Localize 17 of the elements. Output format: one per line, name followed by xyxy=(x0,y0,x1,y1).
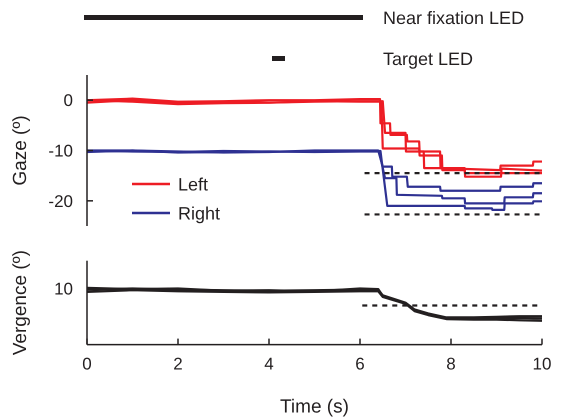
x-tick-label: 8 xyxy=(446,354,456,374)
y-tick-label: -20 xyxy=(48,192,73,211)
x-axis-title: Time (s) xyxy=(280,396,349,418)
x-tick-label: 6 xyxy=(355,354,365,374)
legend-label: Right xyxy=(178,203,220,224)
text: 10 xyxy=(54,280,73,299)
y-axis-title: Vergence (º) xyxy=(10,250,31,356)
y-tick-label: 0 xyxy=(64,91,73,110)
x-tick-label: 2 xyxy=(173,354,183,374)
x-tick-label: 4 xyxy=(264,354,274,374)
y-tick-label: -10 xyxy=(48,141,73,160)
legend-label: Left xyxy=(178,174,208,194)
text: Near fixation LED xyxy=(383,8,524,28)
y-axis-title: Gaze (º) xyxy=(10,115,31,186)
x-tick-label: 0 xyxy=(82,354,92,374)
x-tick-label: 10 xyxy=(532,354,552,374)
text: Target LED xyxy=(383,49,474,69)
